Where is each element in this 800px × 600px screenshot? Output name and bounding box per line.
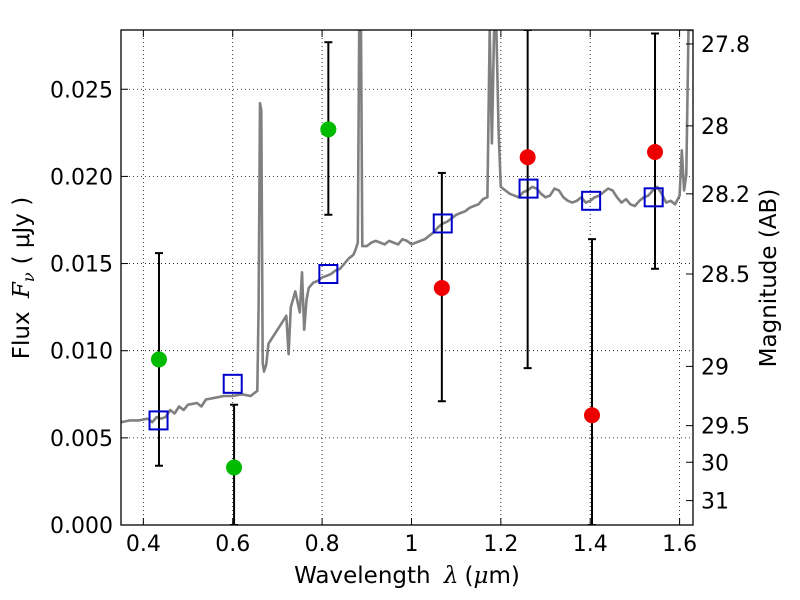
model-spectrum-line xyxy=(121,30,693,424)
model-spectrum-layer xyxy=(121,30,693,424)
nondetection-point xyxy=(647,144,664,161)
y2-tick-label: 31 xyxy=(701,490,729,515)
plot-frame xyxy=(120,29,694,526)
model-photometry-square xyxy=(432,213,453,234)
y-tick-label: 0.015 xyxy=(50,253,113,278)
model-photometry-square xyxy=(148,410,169,431)
detection-point xyxy=(226,459,243,476)
y-tick-label: 0.000 xyxy=(50,514,113,539)
y2-axis-label: Magnitude (AB) xyxy=(756,189,782,368)
model-photometry-square xyxy=(222,373,243,394)
y2-tick-label: 29.5 xyxy=(701,415,750,440)
y2-tick-label: 28.5 xyxy=(701,263,750,288)
model-photometry-square xyxy=(581,190,602,211)
y-tick-label: 0.005 xyxy=(50,427,113,452)
model-photometry-square xyxy=(643,187,664,208)
y2-tick-label: 29 xyxy=(701,355,729,380)
nondetection-point xyxy=(433,279,450,296)
y2-tick-label: 28 xyxy=(701,115,729,140)
x-tick-label: 0.4 xyxy=(126,532,161,557)
y-tick-label: 0.025 xyxy=(50,78,113,103)
y-tick-label: 0.020 xyxy=(50,165,113,190)
nondetection-point xyxy=(519,149,536,166)
y2-tick-label: 30 xyxy=(701,451,729,476)
x-tick-label: 1 xyxy=(404,532,418,557)
x-tick-label: 0.8 xyxy=(305,532,340,557)
observed-photometry-points xyxy=(150,121,664,476)
detection-point xyxy=(150,351,167,368)
x-tick-label: 1.4 xyxy=(573,532,608,557)
nondetection-point xyxy=(584,407,601,424)
model-photometry-square xyxy=(318,264,339,285)
detection-point xyxy=(320,121,337,138)
x-tick-label: 1.2 xyxy=(483,532,518,557)
y2-tick-label: 27.8 xyxy=(701,33,750,58)
axis-ticks: 0.4 0.6 0.8 1 1.2 1.4 1.6 0.000 0.005 0.010 0.015 0… xyxy=(50,30,750,557)
x-axis-label: Wavelength λ (μm) xyxy=(294,563,520,589)
x-tick-label: 0.6 xyxy=(215,532,250,557)
model-photometry-squares xyxy=(148,178,664,431)
y-tick-label: 0.010 xyxy=(50,340,113,365)
y2-tick-label: 28.2 xyxy=(701,183,750,208)
x-tick-label: 1.6 xyxy=(662,532,697,557)
model-photometry-square xyxy=(518,178,539,199)
y-axis-label: Flux Fν( μJy ) xyxy=(9,197,38,359)
